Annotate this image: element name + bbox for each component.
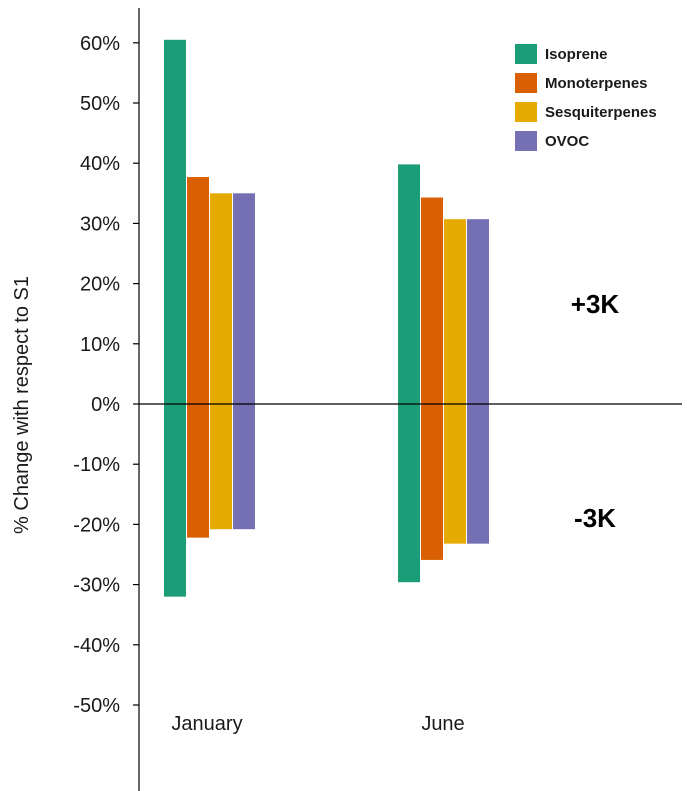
legend-swatch <box>515 73 537 93</box>
y-tick-label: -40% <box>73 635 120 657</box>
annotation-minus3k: -3K <box>574 503 616 533</box>
bar-sesquiterpenes-june-minus3k <box>444 404 466 544</box>
bar-sesquiterpenes-january-plus3k <box>210 193 232 404</box>
bar-sesquiterpenes-june-plus3k <box>444 219 466 404</box>
y-tick-label: 20% <box>80 274 120 296</box>
bar-monoterpenes-january-minus3k <box>187 404 209 538</box>
category-label: January <box>171 713 242 735</box>
bar-monoterpenes-january-plus3k <box>187 177 209 404</box>
y-tick-label: -10% <box>73 454 120 476</box>
bar-ovoc-january-plus3k <box>233 193 255 404</box>
bar-ovoc-january-minus3k <box>233 404 255 530</box>
bar-monoterpenes-june-plus3k <box>421 197 443 404</box>
y-axis-label: % Change with respect to S1 <box>11 276 33 534</box>
annotation-plus3k: +3K <box>571 289 620 319</box>
y-tick-label: -50% <box>73 695 120 717</box>
bar-ovoc-june-minus3k <box>467 404 489 544</box>
legend-swatch <box>515 44 537 64</box>
bar-isoprene-june-plus3k <box>398 164 420 404</box>
legend-swatch <box>515 131 537 151</box>
y-tick-label: 30% <box>80 213 120 235</box>
y-tick-label: -30% <box>73 575 120 597</box>
legend-label: Sesquiterpenes <box>545 104 657 121</box>
legend-label: Isoprene <box>545 46 608 63</box>
bars <box>164 39 489 597</box>
legend-label: OVOC <box>545 133 589 150</box>
bar-isoprene-june-minus3k <box>398 404 420 583</box>
legend: Isoprene Monoterpenes Sesquiterpenes OVOC <box>515 44 657 151</box>
legend-label: Monoterpenes <box>545 75 648 92</box>
y-tick-label: -20% <box>73 514 120 536</box>
y-axis-ticks: 60% 50% 40% 30% 20% 10% 0% -10% -20% -30% -40% -50% <box>73 33 139 717</box>
y-tick-label: 60% <box>80 33 120 55</box>
category-label: June <box>421 713 464 735</box>
y-tick-label: 40% <box>80 153 120 175</box>
bar-ovoc-june-plus3k <box>467 219 489 404</box>
y-tick-label: 50% <box>80 93 120 115</box>
bar-sesquiterpenes-january-minus3k <box>210 404 232 530</box>
y-tick-label: 10% <box>80 334 120 356</box>
y-tick-label: 0% <box>91 394 120 416</box>
bar-isoprene-january-minus3k <box>164 404 186 597</box>
bar-monoterpenes-june-minus3k <box>421 404 443 560</box>
category-labels: January June <box>171 713 464 735</box>
legend-swatch <box>515 102 537 122</box>
bar-isoprene-january-plus3k <box>164 39 186 404</box>
